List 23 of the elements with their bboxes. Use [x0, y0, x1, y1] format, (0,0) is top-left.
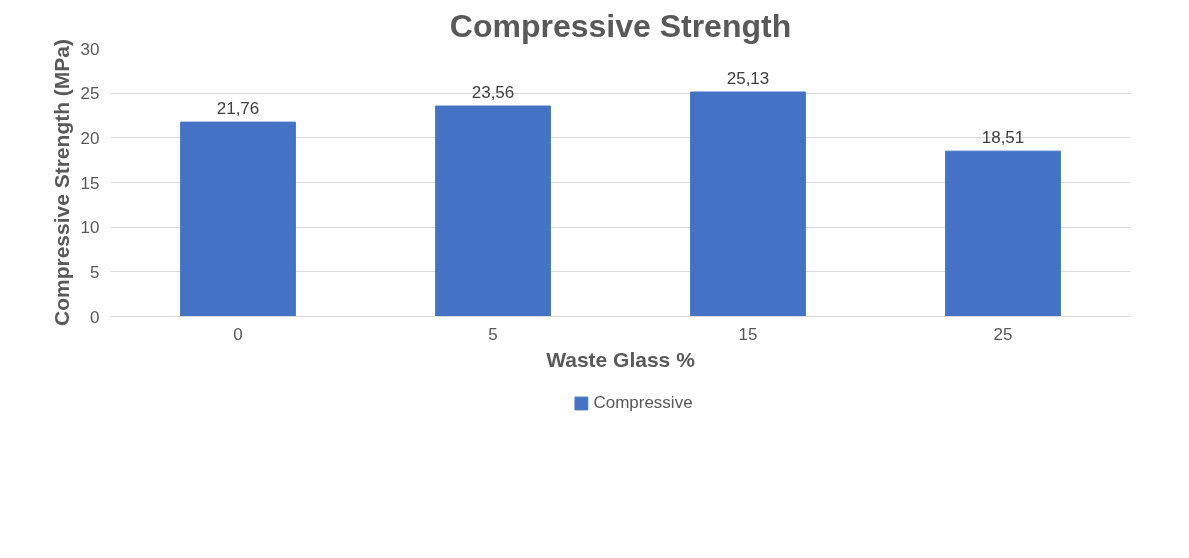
y-tick-label: 10	[80, 218, 100, 238]
x-tick-label: 0	[233, 324, 243, 344]
y-tick-label: 25	[80, 84, 100, 104]
bar	[180, 121, 296, 317]
data-label: 21,76	[216, 99, 260, 119]
y-tick-label: 20	[80, 128, 100, 148]
bar	[945, 150, 1061, 317]
y-tick-label: 30	[80, 39, 100, 59]
chart-title: Compressive Strength	[449, 7, 792, 44]
bar	[435, 105, 551, 317]
data-label: 23,56	[471, 83, 515, 103]
bar	[690, 91, 806, 317]
x-tick-label: 25	[993, 324, 1013, 344]
x-axis-title: Waste Glass %	[546, 347, 696, 371]
x-tick-label: 15	[738, 324, 758, 344]
data-label: 18,51	[981, 128, 1025, 148]
data-label: 25,13	[726, 69, 770, 89]
y-tick-label: 0	[90, 307, 100, 327]
x-tick-label: 5	[488, 324, 498, 344]
y-tick-label: 15	[80, 173, 100, 193]
legend-label: Compressive	[593, 393, 693, 413]
y-axis-title: Compressive Strength (MPa)	[49, 38, 73, 327]
y-tick-label: 5	[90, 262, 100, 282]
